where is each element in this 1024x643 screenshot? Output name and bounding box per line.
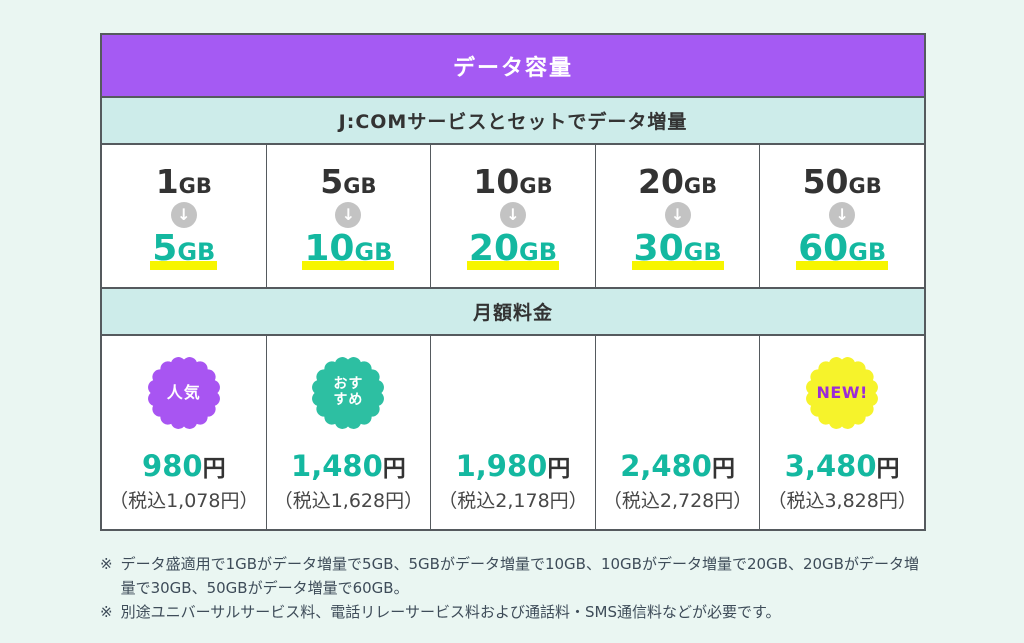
boost-unit: GB (354, 238, 393, 267)
subheader-band: J:COMサービスとセットでデータ増量 (102, 96, 924, 145)
base-capacity: 20GB (637, 161, 718, 201)
tax-included-note: （税込2,728円） (602, 490, 753, 512)
badge-label: NEW! (816, 383, 868, 403)
base-value: 20 (637, 161, 684, 201)
footnote-extra-fees: ※ 別途ユニバーサルサービス料、電話リレーサービス料および通話料・SMS通信料な… (100, 600, 930, 624)
footnote-data-boost: ※ データ盛適用で1GBがデータ増量で5GB、5GBがデータ増量で10GB、10… (100, 552, 930, 600)
seal-shape-icon (806, 356, 879, 429)
seal-shape-icon (147, 356, 220, 429)
base-capacity: 1GB (155, 161, 212, 201)
price: 1,980円 (455, 448, 571, 483)
boosted-capacity: 30GB (631, 228, 724, 271)
price-unit: 円 (711, 455, 735, 482)
arrow-down-icon: ↓ (664, 202, 691, 229)
base-value: 50 (802, 161, 849, 201)
price-value: 1,480 (291, 448, 383, 483)
arrow-down-icon: ↓ (335, 202, 362, 229)
price: 1,480円 (291, 448, 406, 483)
monthly-price-row: 人気 980円 （税込1,078円） おす すめ 1,480円 （税込1,628… (102, 336, 924, 529)
boost-value: 20 (468, 228, 520, 270)
base-value: 1 (155, 161, 179, 201)
boost-value: 10 (304, 228, 355, 270)
badge-label: おす すめ (333, 376, 364, 408)
base-value: 5 (320, 161, 344, 201)
badge-area: 人気 (102, 336, 266, 450)
price: 3,480円 (784, 448, 900, 483)
boost-unit: GB (683, 238, 722, 267)
popular-badge: 人気 (146, 355, 222, 431)
footnotes: ※ データ盛適用で1GBがデータ増量で5GB、5GBがデータ増量で10GB、10… (100, 552, 930, 624)
tax-included-note: （税込1,078円） (109, 490, 259, 512)
footnote-text: 別途ユニバーサルサービス料、電話リレーサービス料および通話料・SMS通信料などが… (120, 603, 781, 621)
boosted-capacity: 60GB (796, 228, 889, 271)
tax-included-note: （税込1,628円） (273, 490, 424, 512)
capacity-cell-50gb: 50GB ↓ 60GB (759, 145, 924, 287)
boosted-capacity: 20GB (466, 228, 560, 271)
recommend-badge: おす すめ (310, 355, 386, 431)
price-unit: 円 (202, 455, 226, 482)
base-unit: GB (343, 173, 377, 198)
badge-area (596, 336, 760, 450)
badge-area (431, 336, 595, 450)
base-unit: GB (848, 173, 882, 198)
boosted-capacity: 10GB (302, 228, 395, 271)
base-capacity: 5GB (320, 161, 377, 201)
price-value: 2,480 (620, 448, 712, 483)
price-cell-3480: NEW! 3,480円 （税込3,828円） (759, 336, 924, 529)
capacity-cell-20gb: 20GB ↓ 30GB (594, 145, 760, 287)
price-cell-1480: おす すめ 1,480円 （税込1,628円） (265, 336, 431, 529)
base-value: 10 (473, 161, 520, 201)
price: 980円 (142, 448, 226, 483)
pricing-table: データ容量 J:COMサービスとセットでデータ増量 1GB ↓ 5GB 5GB … (100, 33, 926, 531)
capacity-cell-5gb: 5GB ↓ 10GB (265, 145, 431, 287)
reference-mark: ※ (100, 555, 113, 573)
price-unit: 円 (382, 455, 406, 482)
reference-mark: ※ (100, 603, 113, 621)
arrow-down-icon: ↓ (829, 202, 856, 229)
new-badge: NEW! (804, 355, 880, 431)
arrow-down-icon: ↓ (170, 202, 197, 229)
monthly-fee-label: 月額料金 (472, 302, 553, 324)
boost-value: 30 (633, 228, 684, 270)
boost-value: 60 (798, 228, 849, 270)
base-unit: GB (519, 173, 553, 198)
base-unit: GB (683, 173, 718, 198)
boost-value: 5 (152, 228, 178, 270)
arrow-down-icon: ↓ (499, 202, 526, 229)
price-value: 1,980 (455, 448, 548, 483)
base-unit: GB (178, 173, 212, 198)
tax-included-note: （税込3,828円） (767, 490, 917, 512)
price-unit: 円 (876, 455, 900, 482)
subheader-label: J:COMサービスとセットでデータ増量 (338, 111, 688, 133)
table-title: データ容量 (452, 55, 573, 81)
base-capacity: 10GB (473, 161, 553, 201)
data-capacity-row: 1GB ↓ 5GB 5GB ↓ 10GB 10GB ↓ 20GB 20GB ↓ … (102, 145, 924, 287)
tax-included-note: （税込2,178円） (438, 490, 588, 512)
price-cell-980: 人気 980円 （税込1,078円） (102, 336, 266, 529)
price-unit: 円 (547, 455, 571, 482)
price-cell-1980: 1,980円 （税込2,178円） (430, 336, 595, 529)
price-cell-2480: 2,480円 （税込2,728円） (594, 336, 760, 529)
base-capacity: 50GB (802, 161, 882, 201)
badge-area: おす すめ (267, 336, 431, 450)
badge-area: NEW! (760, 336, 924, 450)
boost-unit: GB (848, 238, 887, 267)
boost-unit: GB (519, 238, 558, 267)
monthly-fee-band: 月額料金 (102, 287, 924, 336)
price: 2,480円 (620, 448, 735, 483)
capacity-cell-10gb: 10GB ↓ 20GB (430, 145, 595, 287)
table-header-data-capacity: データ容量 (102, 35, 924, 96)
boost-unit: GB (177, 238, 216, 267)
price-value: 980 (142, 448, 203, 483)
boosted-capacity: 5GB (150, 228, 218, 271)
footnote-text: データ盛適用で1GBがデータ増量で5GB、5GBがデータ増量で10GB、10GB… (120, 555, 919, 597)
badge-label: 人気 (166, 383, 201, 403)
capacity-cell-1gb: 1GB ↓ 5GB (102, 145, 266, 287)
seal-shape-icon (312, 356, 385, 429)
price-value: 3,480 (784, 448, 877, 483)
